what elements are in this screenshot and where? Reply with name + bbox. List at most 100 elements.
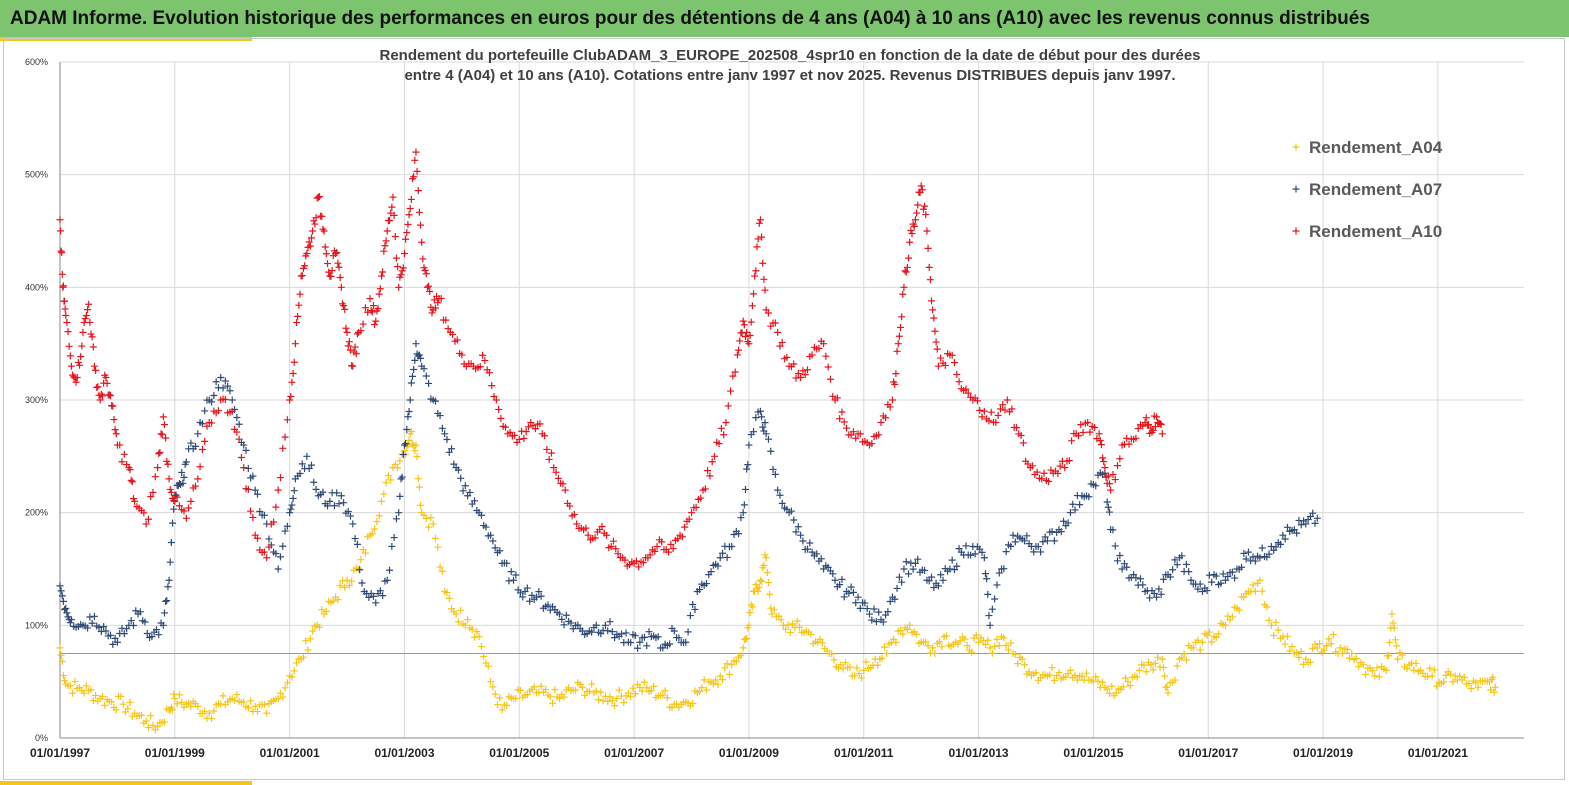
rendement-a07-point [253, 490, 261, 498]
rendement-a07-point [847, 583, 855, 591]
rendement-a10-point [1045, 477, 1053, 485]
rendement-a07-point [324, 502, 332, 510]
rendement-a07-point [349, 520, 357, 528]
rendement-a04-point [1208, 638, 1216, 646]
rendement-a07-point [1171, 556, 1179, 564]
rendement-a04-point [981, 641, 989, 649]
rendement-a07-point [62, 604, 70, 612]
rendement-a10-point [1149, 426, 1157, 434]
rendement-a07-point [1311, 519, 1319, 527]
rendement-a04-point [599, 697, 607, 705]
rendement-a07-point [544, 601, 552, 609]
rendement-a10-point [740, 321, 748, 329]
rendement-a04-point [938, 643, 946, 651]
rendement-a10-point [328, 267, 336, 275]
rendement-a10-point [442, 316, 450, 324]
rendement-a04-point [760, 561, 768, 569]
rendement-a07-point [1150, 590, 1158, 598]
rendement-a07-point [272, 550, 280, 558]
rendement-a04-point [1274, 626, 1282, 634]
rendement-a04-point [119, 700, 127, 708]
rendement-a04-point [608, 697, 616, 705]
rendement-a04-point [304, 646, 312, 654]
rendement-a04-point [373, 518, 381, 526]
rendement-a10-point [948, 351, 956, 359]
rendement-a07-point [459, 487, 467, 495]
rendement-a10-point [279, 444, 287, 452]
rendement-a07-point [645, 628, 653, 636]
rendement-a10-point [743, 328, 751, 336]
rendement-a04-point [613, 695, 621, 703]
rendement-a10-point [352, 350, 360, 358]
rendement-a10-point [295, 301, 303, 309]
y-tick-label: 600% [25, 57, 48, 67]
rendement-a04-point [775, 612, 783, 620]
rendement-a04-point [1119, 683, 1127, 691]
rendement-a10-point [524, 423, 532, 431]
rendement-a10-point [797, 373, 805, 381]
rendement-a07-point [289, 494, 297, 502]
rendement-a07-point [1123, 563, 1131, 571]
rendement-a10-point [306, 242, 314, 250]
rendement-a07-point [167, 538, 175, 546]
rendement-a10-point [334, 259, 342, 267]
rendement-a07-point [617, 630, 625, 638]
rendement-a10-point [57, 227, 65, 235]
rendement-a07-point [445, 448, 453, 456]
rendement-a10-point [335, 263, 343, 271]
rendement-a04-point [555, 695, 563, 703]
rendement-a04-point [475, 633, 483, 641]
rendement-a10-point [103, 379, 111, 387]
rendement-a10-point [603, 531, 611, 539]
rendement-a07-point [335, 500, 343, 508]
rendement-a10-point [359, 320, 367, 328]
rendement-a07-point [1000, 565, 1008, 573]
rendement-a04-point [92, 691, 100, 699]
rendement-a10-point [406, 204, 414, 212]
rendement-a07-point [739, 509, 747, 517]
rendement-a04-point [405, 436, 413, 444]
rendement-a07-point [407, 379, 415, 387]
rendement-a04-point [468, 626, 476, 634]
rendement-a10-point [591, 534, 599, 542]
rendement-a04-point [860, 666, 868, 674]
rendement-a10-point [511, 431, 519, 439]
rendement-a07-point [1048, 528, 1056, 536]
rendement-a10-point [875, 431, 883, 439]
rendement-a10-point [399, 264, 407, 272]
rendement-a04-point [1460, 673, 1468, 681]
rendement-a07-point [1240, 549, 1248, 557]
rendement-a10-point [906, 238, 914, 246]
rendement-a10-point [1001, 406, 1009, 414]
rendement-a10-point [933, 345, 941, 353]
rendement-a10-point [669, 544, 677, 552]
rendement-a10-point [147, 493, 155, 501]
rendement-a10-point [342, 324, 350, 332]
rendement-a10-point [953, 370, 961, 378]
rendement-a07-point [169, 519, 177, 527]
rendement-a04-point [1362, 670, 1370, 678]
rendement-a07-point [1169, 566, 1177, 574]
rendement-a04-point [709, 680, 717, 688]
rendement-a10-point [392, 254, 400, 262]
rendement-a07-point [219, 384, 227, 392]
rendement-a10-point [706, 472, 714, 480]
rendement-a04-point [1316, 640, 1324, 648]
rendement-a07-point [436, 412, 444, 420]
rendement-a10-point [449, 330, 457, 338]
rendement-a07-point [392, 515, 400, 523]
rendement-a10-point [154, 464, 162, 472]
rendement-a10-point [159, 413, 167, 421]
rendement-a07-point [510, 576, 518, 584]
rendement-a10-point [1097, 441, 1105, 449]
rendement-a07-point [58, 592, 66, 600]
rendement-a07-point [113, 638, 121, 646]
rendement-a07-point [310, 478, 318, 486]
rendement-a07-point [852, 599, 860, 607]
rendement-a10-point [685, 515, 693, 523]
rendement-a07-point [127, 617, 135, 625]
rendement-a04-point [924, 642, 932, 650]
y-tick-label: 200% [25, 508, 48, 518]
rendement-a10-point [164, 460, 172, 468]
rendement-a10-point [515, 435, 523, 443]
